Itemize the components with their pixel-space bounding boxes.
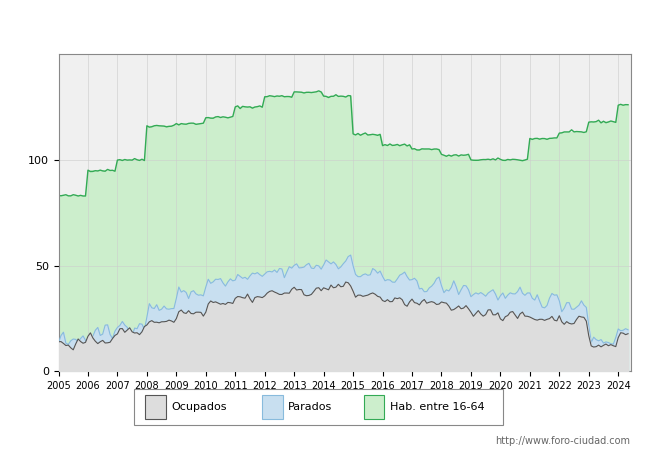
FancyBboxPatch shape [134,389,503,426]
Bar [262,395,283,419]
Text: http://www.foro-ciudad.com: http://www.foro-ciudad.com [495,436,630,446]
Text: Parados: Parados [289,402,333,412]
Text: Bugedo - Evolucion de la poblacion en edad de Trabajar Mayo de 2024: Bugedo - Evolucion de la poblacion en ed… [62,17,588,30]
Text: Hab. entre 16-64: Hab. entre 16-64 [390,402,485,412]
Bar [145,395,166,419]
Bar [364,395,385,419]
Text: Ocupados: Ocupados [172,402,227,412]
